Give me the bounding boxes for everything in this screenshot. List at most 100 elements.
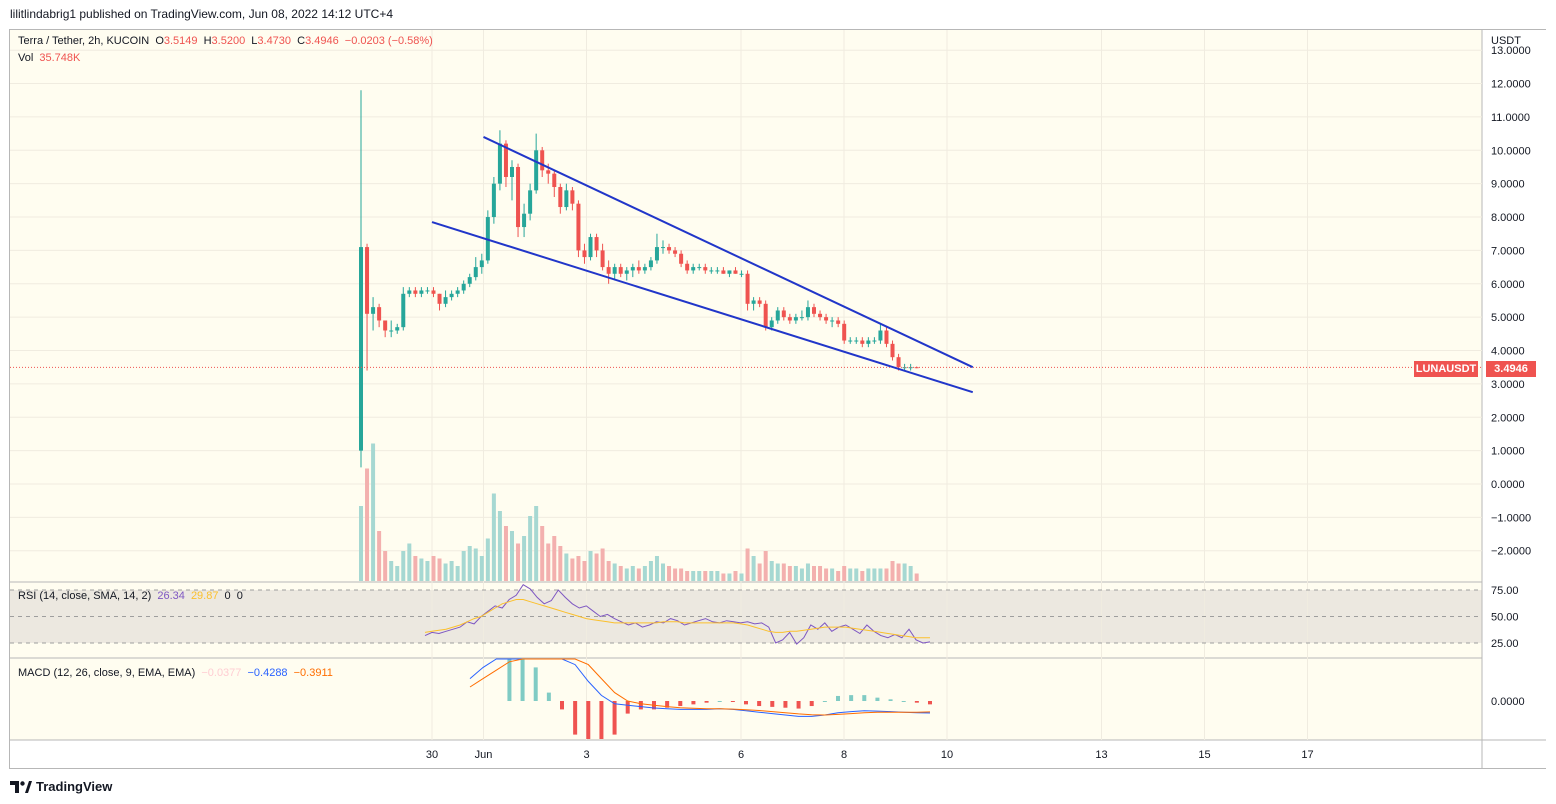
macd-histogram-bar bbox=[901, 701, 906, 702]
candle-body bbox=[697, 267, 702, 269]
macd-label: MACD (12, 26, close, 9, EMA, EMA) bbox=[18, 667, 196, 679]
volume-bar bbox=[612, 563, 617, 581]
candle-body bbox=[522, 213, 527, 228]
candle-body bbox=[842, 323, 847, 341]
candle-body bbox=[528, 190, 533, 214]
price-tick-label: 5.0000 bbox=[1491, 312, 1525, 324]
time-tick-label: 8 bbox=[841, 749, 847, 761]
macd-histogram-bar bbox=[507, 659, 512, 701]
volume-bar bbox=[636, 568, 641, 581]
macd-signal-line bbox=[469, 658, 931, 716]
volume-bar bbox=[860, 571, 865, 581]
volume-bar bbox=[503, 526, 508, 581]
macd-histogram-bar bbox=[612, 701, 617, 735]
volume-bar bbox=[733, 571, 738, 581]
macd-histogram-bar bbox=[914, 701, 919, 703]
volume-bar bbox=[371, 443, 376, 581]
candle-body bbox=[866, 340, 871, 344]
volume-bar bbox=[775, 563, 780, 581]
price-tick-label: −1.0000 bbox=[1491, 512, 1531, 524]
volume-bar bbox=[781, 563, 786, 581]
volume-bar bbox=[830, 568, 835, 581]
volume-bar bbox=[914, 573, 919, 581]
price-tick-label: 3.0000 bbox=[1491, 379, 1525, 391]
volume-bar bbox=[745, 548, 750, 581]
candle-body bbox=[588, 237, 593, 258]
volume-bar bbox=[491, 493, 496, 581]
candle-body bbox=[642, 267, 647, 271]
volume-bar bbox=[667, 566, 672, 581]
volume-bar bbox=[395, 566, 400, 581]
macd-histogram-bar bbox=[849, 695, 854, 701]
volume-bar bbox=[842, 566, 847, 581]
candle-body bbox=[467, 277, 472, 284]
candle-body bbox=[473, 267, 478, 278]
macd-hist-value: −0.0377 bbox=[201, 667, 242, 679]
candle-body bbox=[636, 267, 641, 271]
volume-bar bbox=[600, 548, 605, 581]
candle-body bbox=[769, 320, 774, 328]
volume-bar bbox=[497, 511, 502, 581]
volume-bar bbox=[824, 568, 829, 581]
macd-tick-label: 0.0000 bbox=[1491, 696, 1525, 708]
price-tick-label: 10.0000 bbox=[1491, 145, 1531, 157]
volume-bar bbox=[727, 573, 732, 581]
brand-label: TradingView bbox=[36, 779, 113, 794]
candle-body bbox=[479, 260, 484, 268]
volume-bar bbox=[661, 563, 665, 581]
candle-body bbox=[721, 270, 726, 274]
candle-body bbox=[443, 297, 448, 304]
volume-bar bbox=[709, 571, 714, 581]
candle-body bbox=[413, 290, 418, 294]
tradingview-brand[interactable]: TradingView bbox=[10, 779, 112, 794]
volume-bar bbox=[510, 531, 514, 581]
candle-body bbox=[383, 320, 388, 331]
candle-body bbox=[872, 340, 877, 342]
volume-bar bbox=[642, 566, 647, 581]
candle-body bbox=[787, 317, 792, 321]
rsi-label: RSI (14, close, SMA, 14, 2) bbox=[18, 590, 152, 602]
price-tick-label: 13.0000 bbox=[1491, 45, 1531, 57]
price-tick-label: 7.0000 bbox=[1491, 245, 1525, 257]
rsi-tick-label: 75.00 bbox=[1491, 585, 1519, 597]
candle-body bbox=[709, 270, 714, 272]
candle-body bbox=[739, 273, 744, 275]
candle-body bbox=[733, 270, 738, 274]
candle-body bbox=[546, 170, 551, 174]
macd-histogram-bar bbox=[704, 701, 709, 703]
candle-body bbox=[606, 267, 611, 274]
candle-body bbox=[805, 307, 810, 318]
volume-legend: Vol 35.748K bbox=[18, 52, 83, 64]
macd-histogram-bar bbox=[638, 701, 643, 710]
volume-bar bbox=[431, 556, 436, 581]
candle-body bbox=[751, 300, 756, 304]
macd-histogram-bar bbox=[783, 701, 788, 708]
time-axis-background bbox=[10, 740, 1482, 768]
volume-bar bbox=[624, 568, 629, 581]
price-tick-label: 0.0000 bbox=[1491, 479, 1525, 491]
candle-body bbox=[570, 190, 575, 204]
candle-body bbox=[395, 327, 400, 331]
volume-bar bbox=[461, 551, 466, 581]
macd-histogram-bar bbox=[862, 695, 867, 701]
volume-bar bbox=[546, 543, 551, 581]
volume-bar bbox=[401, 551, 406, 581]
volume-bar bbox=[467, 546, 472, 581]
macd-histogram-bar bbox=[520, 659, 525, 701]
candle-body bbox=[818, 313, 823, 318]
volume-bar bbox=[485, 538, 490, 581]
macd-histogram-bar bbox=[809, 701, 814, 707]
volume-bar bbox=[443, 563, 448, 581]
time-tick-label: Jun bbox=[475, 749, 493, 761]
candle-body bbox=[576, 203, 581, 251]
volume-bar bbox=[377, 531, 382, 581]
legend-open-value: 3.5149 bbox=[163, 35, 198, 47]
price-legend: Terra / Tether, 2h, KUCOIN O3.5149 H3.52… bbox=[18, 35, 436, 47]
candle-body bbox=[461, 283, 466, 291]
candle-body bbox=[389, 330, 394, 332]
volume-bar bbox=[848, 568, 853, 581]
candle-body bbox=[371, 307, 376, 314]
price-tick-label: 12.0000 bbox=[1491, 79, 1531, 91]
candle-body bbox=[437, 293, 442, 304]
